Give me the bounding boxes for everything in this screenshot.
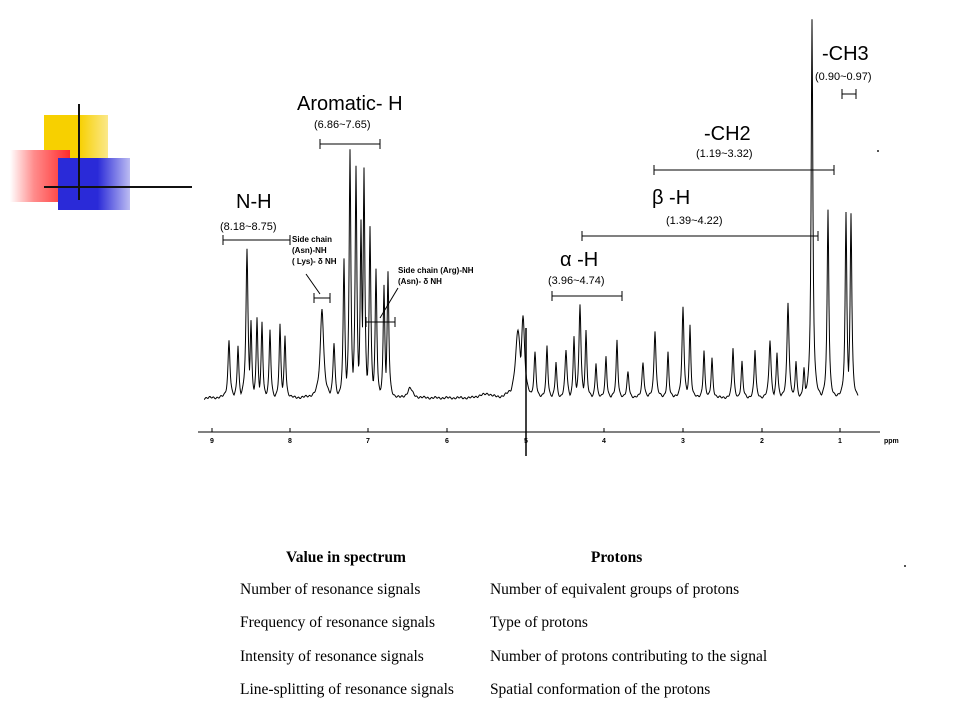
table-row: Line-splitting of resonance signals Spat… (232, 674, 773, 708)
ch3-bracket (841, 89, 857, 99)
sidechain2-line2: (Asn)- δ NH (398, 277, 442, 286)
ch3-range: (0.90~0.97) (815, 71, 872, 83)
aromatic-bracket (319, 139, 381, 149)
axis-tick-label: 2 (760, 438, 764, 445)
nh-bracket (222, 235, 291, 245)
axis-tick-label: 7 (366, 438, 370, 445)
spectrum-trace (204, 19, 859, 400)
sidechain1-line3: ( Lys)- δ NH (292, 257, 337, 266)
ch2-label: -CH2 (704, 123, 751, 145)
axis-tick-label: 6 (445, 438, 449, 445)
axis-tick-label: 4 (602, 438, 606, 445)
header-value-in-spectrum: Value in spectrum (285, 549, 406, 566)
nh-range: (8.18~8.75) (220, 221, 277, 233)
axis-ticks: 987654321 (210, 428, 842, 445)
decorative-vertical-line (78, 104, 80, 200)
axis-tick-label: 9 (210, 438, 214, 445)
nh-label: N-H (236, 191, 272, 213)
beta-bracket (581, 231, 819, 241)
table-cell: Number of resonance signals (240, 580, 421, 598)
sidechain1-bracket (305, 273, 331, 303)
table-row: Frequency of resonance signals Type of p… (232, 607, 773, 641)
table-cell: Intensity of resonance signals (240, 647, 424, 665)
sidechain2-line1: Side chain (Arg)-NH (398, 266, 474, 275)
table-cell: Number of protons contributing to the si… (489, 647, 768, 665)
table-row: Number of resonance signals Number of eq… (232, 573, 773, 607)
nmr-spectrum: 987654321 ppm N-H (8.18~8.75) Aromatic- … (198, 19, 899, 456)
alpha-label: α -H (560, 249, 598, 271)
table-cell: Frequency of resonance signals (240, 614, 435, 632)
axis-unit: ppm (884, 438, 899, 445)
sidechain1-line2: (Asn)-NH (292, 246, 327, 255)
table-cell: Type of protons (489, 614, 588, 632)
alpha-bracket (551, 291, 623, 301)
ch3-label: -CH3 (822, 43, 869, 65)
table-row: Intensity of resonance signals Number of… (232, 640, 773, 674)
decorative-horizontal-line (44, 186, 192, 188)
beta-label: β -H (652, 187, 690, 209)
table-cell: Line-splitting of resonance signals (240, 681, 454, 699)
aromatic-label: Aromatic- H (297, 93, 403, 115)
blue-square (58, 158, 130, 210)
axis-tick-label: 3 (681, 438, 685, 445)
axis-tick-label: 1 (838, 438, 842, 445)
stray-dot (904, 565, 906, 567)
ch2-range: (1.19~3.32) (696, 148, 753, 160)
sidechain1-line1: Side chain (292, 235, 332, 244)
header-protons: Protons (590, 549, 643, 566)
aromatic-range: (6.86~7.65) (314, 119, 371, 131)
spectrum-protons-table: Value in spectrum Protons Number of reso… (232, 543, 773, 707)
ch2-bracket (653, 165, 835, 175)
stray-dot (877, 150, 879, 152)
decorative-squares (0, 0, 200, 220)
sidechain2-bracket (365, 287, 399, 327)
table-cell: Number of equivalent groups of protons (489, 580, 740, 598)
alpha-range: (3.96~4.74) (548, 275, 605, 287)
table-cell: Spatial conformation of the protons (489, 681, 711, 699)
table-header-row: Value in spectrum Protons (232, 543, 773, 573)
axis-tick-label: 8 (288, 438, 292, 445)
beta-range: (1.39~4.22) (666, 215, 723, 227)
